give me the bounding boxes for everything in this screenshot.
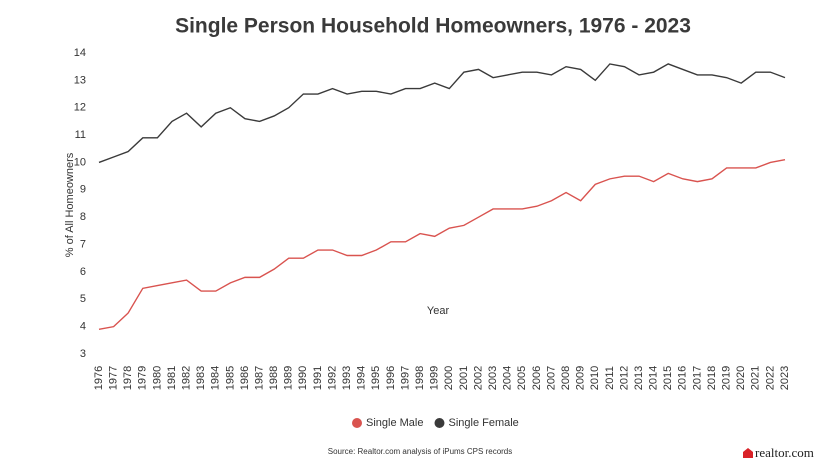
- x-tick-label: 1998: [414, 366, 426, 390]
- x-tick-label: 2005: [516, 366, 528, 390]
- y-tick-label: 12: [74, 102, 86, 114]
- logo-icon: [743, 448, 753, 458]
- x-tick-label: 2023: [779, 366, 791, 390]
- legend-label: Single Male: [366, 417, 423, 429]
- x-tick-label: 2017: [691, 366, 703, 390]
- x-tick-label: 2022: [764, 366, 776, 390]
- x-tick-label: 1995: [370, 366, 382, 390]
- x-tick-label: 1980: [151, 366, 163, 390]
- series-line: [98, 63, 786, 164]
- x-tick-label: 1994: [356, 366, 368, 390]
- x-tick-label: 2012: [618, 366, 630, 390]
- x-tick-label: 2019: [721, 366, 733, 390]
- x-tick-label: 2013: [633, 366, 645, 390]
- x-tick-label: 1985: [224, 366, 236, 390]
- x-tick-label: 2000: [443, 366, 455, 390]
- x-tick-label: 1987: [253, 366, 265, 390]
- y-tick-label: 6: [80, 266, 86, 278]
- x-tick-label: 1979: [137, 366, 149, 390]
- y-tick-label: 4: [80, 321, 86, 333]
- x-tick-label: 2011: [604, 366, 616, 390]
- x-tick-label: 1997: [399, 366, 411, 390]
- y-tick-label: 8: [80, 211, 86, 223]
- legend-label: Single Female: [448, 417, 518, 429]
- x-axis-label: Year: [427, 305, 450, 317]
- x-tick-label: 2015: [662, 366, 674, 390]
- source-note: Source: Realtor.com analysis of iPums CP…: [328, 447, 513, 456]
- x-tick-label: 1984: [210, 366, 222, 390]
- y-tick-label: 7: [80, 238, 86, 250]
- x-tick-label: 2001: [458, 366, 470, 390]
- y-tick-label: 9: [80, 184, 86, 196]
- y-tick-label: 10: [74, 156, 86, 168]
- x-tick-label: 1996: [385, 366, 397, 390]
- y-tick-label: 13: [74, 74, 86, 86]
- x-tick-label: 2021: [750, 366, 762, 390]
- x-tick-label: 2009: [575, 366, 587, 390]
- x-tick-label: 2008: [560, 366, 572, 390]
- x-tick-label: 2014: [648, 366, 660, 390]
- x-tick-label: 1983: [195, 366, 207, 390]
- x-tick-label: 1986: [239, 366, 251, 390]
- x-tick-label: 1982: [180, 366, 192, 390]
- legend-marker: [352, 418, 362, 428]
- x-tick-label: 2007: [545, 366, 557, 390]
- x-tick-label: 2020: [735, 366, 747, 390]
- x-tick-label: 2010: [589, 366, 601, 390]
- x-tick-label: 1990: [297, 366, 309, 390]
- x-tick-label: 2003: [487, 366, 499, 390]
- x-tick-label: 1991: [312, 366, 324, 390]
- x-tick-label: 2016: [677, 366, 689, 390]
- x-tick-label: 2018: [706, 366, 718, 390]
- x-tick-label: 1976: [93, 366, 105, 390]
- y-axis-label: % of All Homeowners: [64, 152, 76, 257]
- x-tick-label: 1978: [122, 366, 134, 390]
- chart-title: Single Person Household Homeowners, 1976…: [175, 15, 691, 38]
- x-tick-label: 1981: [166, 366, 178, 390]
- x-tick-label: 1989: [283, 366, 295, 390]
- x-tick-label: 1988: [268, 366, 280, 390]
- legend-marker: [434, 418, 445, 428]
- series-line: [98, 159, 786, 331]
- x-tick-label: 2002: [472, 366, 484, 390]
- x-tick-label: 2006: [531, 366, 543, 390]
- x-tick-label: 1993: [341, 366, 353, 390]
- y-tick-label: 5: [80, 293, 86, 305]
- x-tick-label: 2004: [502, 366, 514, 390]
- x-tick-label: 1999: [429, 366, 441, 390]
- y-tick-label: 14: [74, 47, 86, 59]
- y-tick-label: 3: [80, 348, 86, 360]
- logo: realtor.com: [743, 445, 814, 460]
- x-tick-label: 1992: [326, 366, 338, 390]
- logo-text: realtor.com: [755, 445, 814, 460]
- y-tick-label: 11: [75, 129, 86, 141]
- x-tick-label: 1977: [108, 366, 120, 390]
